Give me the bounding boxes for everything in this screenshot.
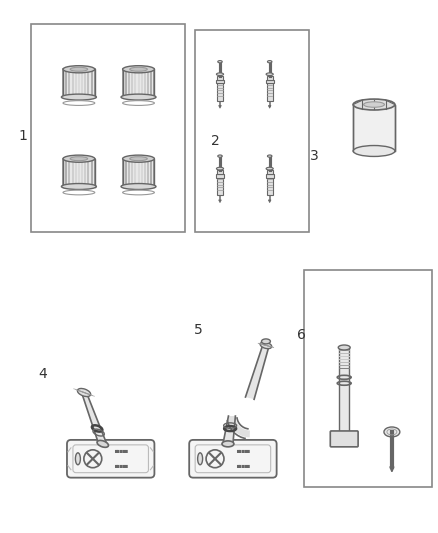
Ellipse shape xyxy=(384,427,400,437)
FancyBboxPatch shape xyxy=(216,79,224,83)
Ellipse shape xyxy=(70,67,88,71)
FancyBboxPatch shape xyxy=(339,348,349,432)
Ellipse shape xyxy=(130,157,147,160)
FancyBboxPatch shape xyxy=(217,83,223,101)
Ellipse shape xyxy=(353,99,395,110)
Polygon shape xyxy=(219,106,221,108)
Ellipse shape xyxy=(364,102,385,107)
Text: █████: █████ xyxy=(114,449,127,453)
Text: 5: 5 xyxy=(194,322,202,337)
FancyBboxPatch shape xyxy=(123,159,155,187)
Text: █████: █████ xyxy=(236,449,250,453)
Ellipse shape xyxy=(338,345,350,350)
FancyBboxPatch shape xyxy=(304,270,431,487)
Ellipse shape xyxy=(121,183,156,190)
FancyBboxPatch shape xyxy=(67,440,155,478)
Ellipse shape xyxy=(123,66,155,73)
Ellipse shape xyxy=(268,61,272,63)
Polygon shape xyxy=(223,416,235,444)
FancyBboxPatch shape xyxy=(217,76,223,79)
Polygon shape xyxy=(268,200,271,203)
Ellipse shape xyxy=(266,73,273,76)
Text: █████: █████ xyxy=(114,464,127,468)
FancyBboxPatch shape xyxy=(195,29,309,232)
FancyBboxPatch shape xyxy=(266,79,274,83)
FancyBboxPatch shape xyxy=(330,431,358,447)
Ellipse shape xyxy=(218,61,222,63)
Ellipse shape xyxy=(216,73,223,76)
Text: 2: 2 xyxy=(211,134,219,148)
Ellipse shape xyxy=(353,146,395,157)
FancyBboxPatch shape xyxy=(216,174,224,177)
Text: 6: 6 xyxy=(297,328,306,342)
Polygon shape xyxy=(81,392,107,446)
Ellipse shape xyxy=(123,155,155,162)
FancyBboxPatch shape xyxy=(267,76,273,79)
Polygon shape xyxy=(268,106,271,108)
Ellipse shape xyxy=(70,157,88,160)
Ellipse shape xyxy=(63,66,95,73)
Polygon shape xyxy=(390,467,394,472)
FancyBboxPatch shape xyxy=(267,177,273,196)
Ellipse shape xyxy=(130,67,147,71)
FancyBboxPatch shape xyxy=(353,104,395,151)
FancyBboxPatch shape xyxy=(266,174,274,177)
Ellipse shape xyxy=(61,183,96,190)
Ellipse shape xyxy=(261,339,270,344)
Ellipse shape xyxy=(266,167,273,170)
FancyBboxPatch shape xyxy=(63,159,95,187)
Ellipse shape xyxy=(198,453,203,465)
FancyBboxPatch shape xyxy=(63,69,95,97)
Ellipse shape xyxy=(75,453,81,465)
FancyBboxPatch shape xyxy=(31,23,185,232)
Text: 3: 3 xyxy=(310,149,319,163)
FancyBboxPatch shape xyxy=(267,83,273,101)
Text: 1: 1 xyxy=(19,129,28,143)
FancyBboxPatch shape xyxy=(217,177,223,196)
Ellipse shape xyxy=(260,342,272,349)
FancyBboxPatch shape xyxy=(217,171,223,174)
Ellipse shape xyxy=(97,440,109,447)
Text: 4: 4 xyxy=(39,367,47,381)
Ellipse shape xyxy=(268,155,272,157)
Ellipse shape xyxy=(63,155,95,162)
FancyBboxPatch shape xyxy=(123,69,155,97)
Ellipse shape xyxy=(78,389,91,397)
FancyBboxPatch shape xyxy=(267,171,273,174)
Polygon shape xyxy=(219,200,221,203)
FancyBboxPatch shape xyxy=(189,440,277,478)
Ellipse shape xyxy=(222,441,234,447)
Text: █████: █████ xyxy=(236,464,250,468)
Ellipse shape xyxy=(216,167,223,170)
Polygon shape xyxy=(245,344,269,399)
Ellipse shape xyxy=(121,94,156,100)
Ellipse shape xyxy=(218,155,222,157)
Ellipse shape xyxy=(61,94,96,100)
